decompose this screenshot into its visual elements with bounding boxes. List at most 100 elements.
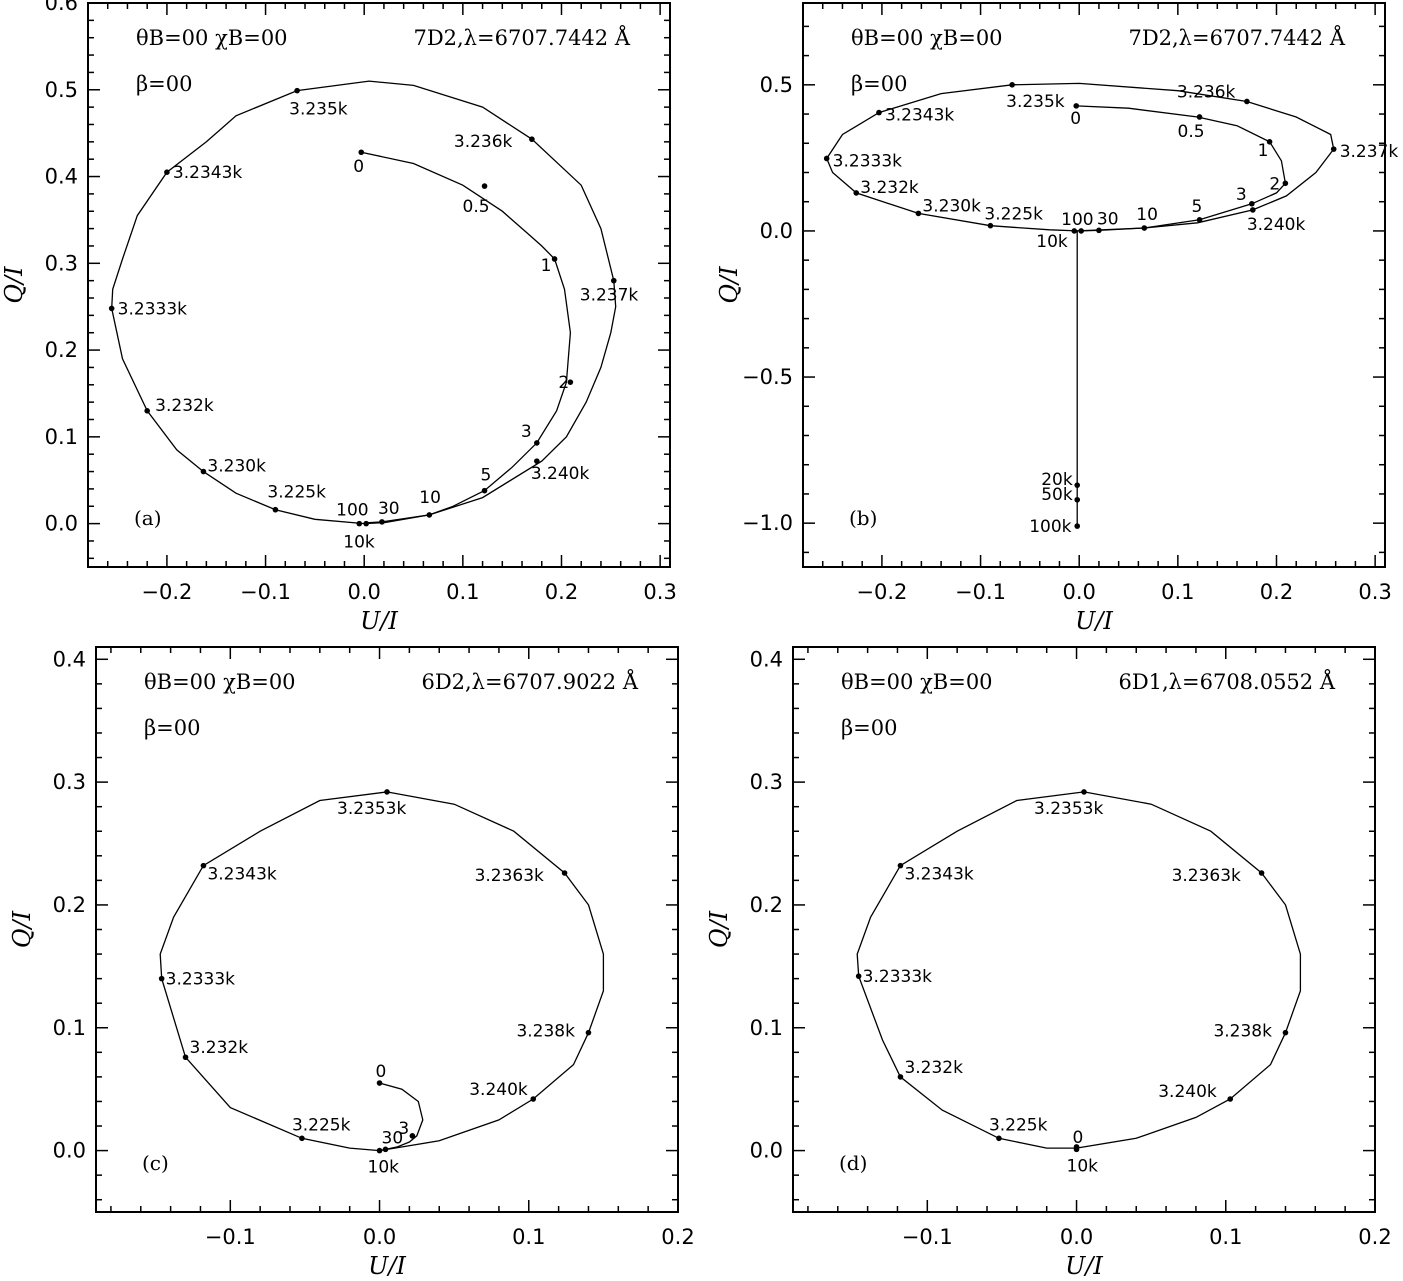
point-label: 0 — [1073, 1128, 1084, 1148]
point-label: 0.5 — [1178, 122, 1205, 142]
point-label: 10k — [368, 1158, 400, 1178]
data-point — [1074, 482, 1081, 488]
point-label: 1 — [1258, 141, 1269, 161]
point-label: 30 — [382, 1128, 404, 1148]
x-tick-label: 0.1 — [512, 1225, 545, 1249]
data-point — [358, 149, 365, 156]
data-point — [855, 973, 862, 979]
point-label: 3.232k — [904, 1058, 963, 1078]
data-point — [567, 379, 574, 385]
point-label: 3 — [398, 1119, 409, 1139]
point-label: 10 — [419, 488, 441, 508]
y-tick-label: 0.2 — [53, 893, 86, 917]
y-tick-label: 0.1 — [750, 1016, 783, 1040]
data-point — [561, 870, 568, 876]
x-axis-label: U/I — [368, 1252, 406, 1280]
point-label: 3.2333k — [166, 970, 235, 990]
data-point — [1227, 1096, 1234, 1102]
point-label: 3.235k — [289, 100, 348, 120]
point-label: 3.2363k — [1172, 866, 1241, 886]
y-tick-label: 0.5 — [45, 78, 78, 102]
point-label: 3.2343k — [207, 865, 276, 885]
x-axis-label: U/I — [360, 607, 398, 635]
x-tick-label: 0.0 — [363, 1225, 396, 1249]
x-tick-label: 0.2 — [545, 580, 578, 604]
y-tick-label: 0.4 — [750, 647, 783, 671]
data-point — [1330, 146, 1337, 152]
x-tick-label: 0.1 — [446, 580, 479, 604]
x-tick-label: 0.1 — [1161, 580, 1194, 604]
data-point — [1258, 870, 1265, 876]
x-tick-label: −0.1 — [205, 1225, 256, 1249]
field-angles-text: θB=00 χB=00 — [144, 670, 296, 694]
point-label: 3.2343k — [904, 865, 973, 885]
data-point — [363, 520, 369, 527]
point-label: 3.240k — [469, 1080, 528, 1100]
point-label: 20k — [1041, 470, 1073, 490]
panel-label: (b) — [849, 506, 877, 530]
point-label: 100k — [1029, 517, 1071, 537]
point-label: 3.238k — [516, 1022, 575, 1042]
x-tick-label: −0.1 — [240, 580, 291, 604]
data-point — [1009, 82, 1015, 88]
point-label: 50k — [1041, 485, 1073, 505]
beta-angle-text: β=00 — [136, 72, 192, 96]
data-point — [610, 277, 617, 284]
y-axis-label: Q/I — [705, 910, 733, 948]
y-tick-label: 0.0 — [760, 219, 793, 243]
point-label: 5 — [481, 466, 492, 486]
x-tick-label: −0.1 — [902, 1225, 953, 1249]
point-label: 3.230k — [207, 457, 266, 477]
data-point — [987, 222, 994, 229]
panel-c: −0.1 0.0 0.1 0.2 0.0 0.1 0.2 0.3 0.4 U/I Q/I θB=00 … — [8, 646, 695, 1280]
data-point — [200, 468, 207, 475]
data-point — [272, 506, 279, 513]
x-tick-label: 0.0 — [1060, 1225, 1093, 1249]
point-label: 3.240k — [531, 464, 590, 484]
point-label: 0 — [353, 157, 364, 177]
x-tick-label: 0.0 — [348, 580, 381, 604]
field-angles-text: θB=00 χB=00 — [851, 26, 1003, 50]
point-label: 10k — [1067, 1156, 1099, 1176]
data-point — [144, 408, 150, 414]
data-point — [1073, 1146, 1080, 1153]
y-axis-label: Q/I — [715, 266, 743, 304]
y-tick-label: 0.6 — [45, 0, 78, 15]
point-label: 3.2353k — [1034, 799, 1103, 819]
x-tick-label: −0.2 — [856, 580, 907, 604]
data-point — [164, 169, 170, 175]
data-point — [897, 1074, 904, 1080]
data-point — [529, 136, 535, 143]
beta-angle-text: β=00 — [144, 716, 200, 740]
y-tick-label: 0.2 — [45, 338, 78, 362]
plot-frame — [87, 2, 671, 568]
y-tick-label: 0.3 — [53, 770, 86, 794]
data-point — [1244, 98, 1250, 105]
data-point — [534, 440, 540, 446]
data-point — [1250, 207, 1256, 213]
data-point — [382, 1146, 389, 1153]
point-label: 3.225k — [989, 1115, 1048, 1135]
point-label: 3.2333k — [863, 967, 932, 987]
data-point — [1074, 496, 1081, 503]
y-tick-label: 0.1 — [45, 425, 78, 449]
plot-frame — [802, 2, 1386, 568]
point-label: 3 — [521, 422, 532, 442]
data-point — [897, 862, 904, 869]
series-curve — [111, 80, 617, 525]
series-curve — [825, 82, 1335, 232]
data-point — [585, 1029, 592, 1036]
x-tick-label: 0.0 — [1063, 580, 1096, 604]
x-tick-label: −0.2 — [141, 580, 192, 604]
data-point — [1074, 523, 1081, 529]
point-label: 3.232k — [190, 1038, 249, 1058]
y-tick-label: 0.0 — [45, 512, 78, 536]
point-label: 2 — [1269, 174, 1280, 194]
point-label: 3.230k — [922, 196, 981, 216]
data-point — [1196, 114, 1203, 120]
y-tick-label: 0.4 — [53, 647, 86, 671]
point-label: 3.225k — [267, 483, 326, 503]
y-tick-label: 0.0 — [53, 1139, 86, 1163]
panel-a: −0.2 −0.1 0.0 0.1 0.2 0.3 0.0 0.1 0.2 0.3 0.4 0.5 0.… — [0, 0, 677, 635]
